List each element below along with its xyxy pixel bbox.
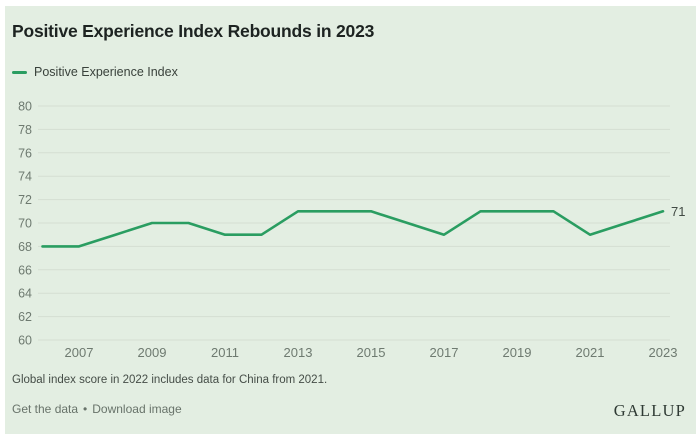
x-tick-label: 2017 — [430, 345, 459, 360]
chart-title: Positive Experience Index Rebounds in 20… — [12, 21, 375, 41]
legend: Positive Experience Index — [12, 65, 178, 79]
y-tick-label: 74 — [18, 170, 32, 184]
y-tick-label: 80 — [18, 100, 32, 114]
end-value-label: 71 — [671, 204, 685, 219]
x-tick-label: 2009 — [138, 345, 167, 360]
download-image-link[interactable]: Download image — [92, 402, 182, 416]
x-tick-label: 2007 — [65, 345, 94, 360]
y-tick-label: 70 — [18, 217, 32, 231]
y-tick-label: 62 — [18, 310, 32, 324]
x-tick-label: 2023 — [649, 345, 678, 360]
x-tick-label: 2013 — [284, 345, 313, 360]
x-tick-label: 2021 — [576, 345, 605, 360]
chart-card — [5, 6, 696, 434]
y-tick-label: 64 — [18, 287, 32, 301]
x-tick-label: 2015 — [357, 345, 386, 360]
footer-links: Get the data • Download image — [12, 402, 182, 416]
chart-footnote: Global index score in 2022 includes data… — [12, 374, 328, 386]
footer-separator: • — [83, 402, 88, 416]
x-tick-label: 2019 — [503, 345, 532, 360]
gallup-logo: GALLUP — [613, 401, 686, 420]
y-tick-label: 60 — [18, 334, 32, 348]
legend-label: Positive Experience Index — [34, 65, 178, 79]
legend-line-swatch — [12, 70, 27, 74]
y-tick-label: 78 — [18, 123, 32, 137]
y-tick-label: 72 — [18, 193, 32, 207]
y-tick-label: 66 — [18, 263, 32, 277]
get-the-data-link[interactable]: Get the data — [12, 402, 79, 416]
y-tick-label: 68 — [18, 240, 32, 254]
trend-line — [41, 210, 665, 248]
x-tick-label: 2011 — [211, 345, 239, 360]
y-tick-label: 76 — [18, 146, 32, 160]
